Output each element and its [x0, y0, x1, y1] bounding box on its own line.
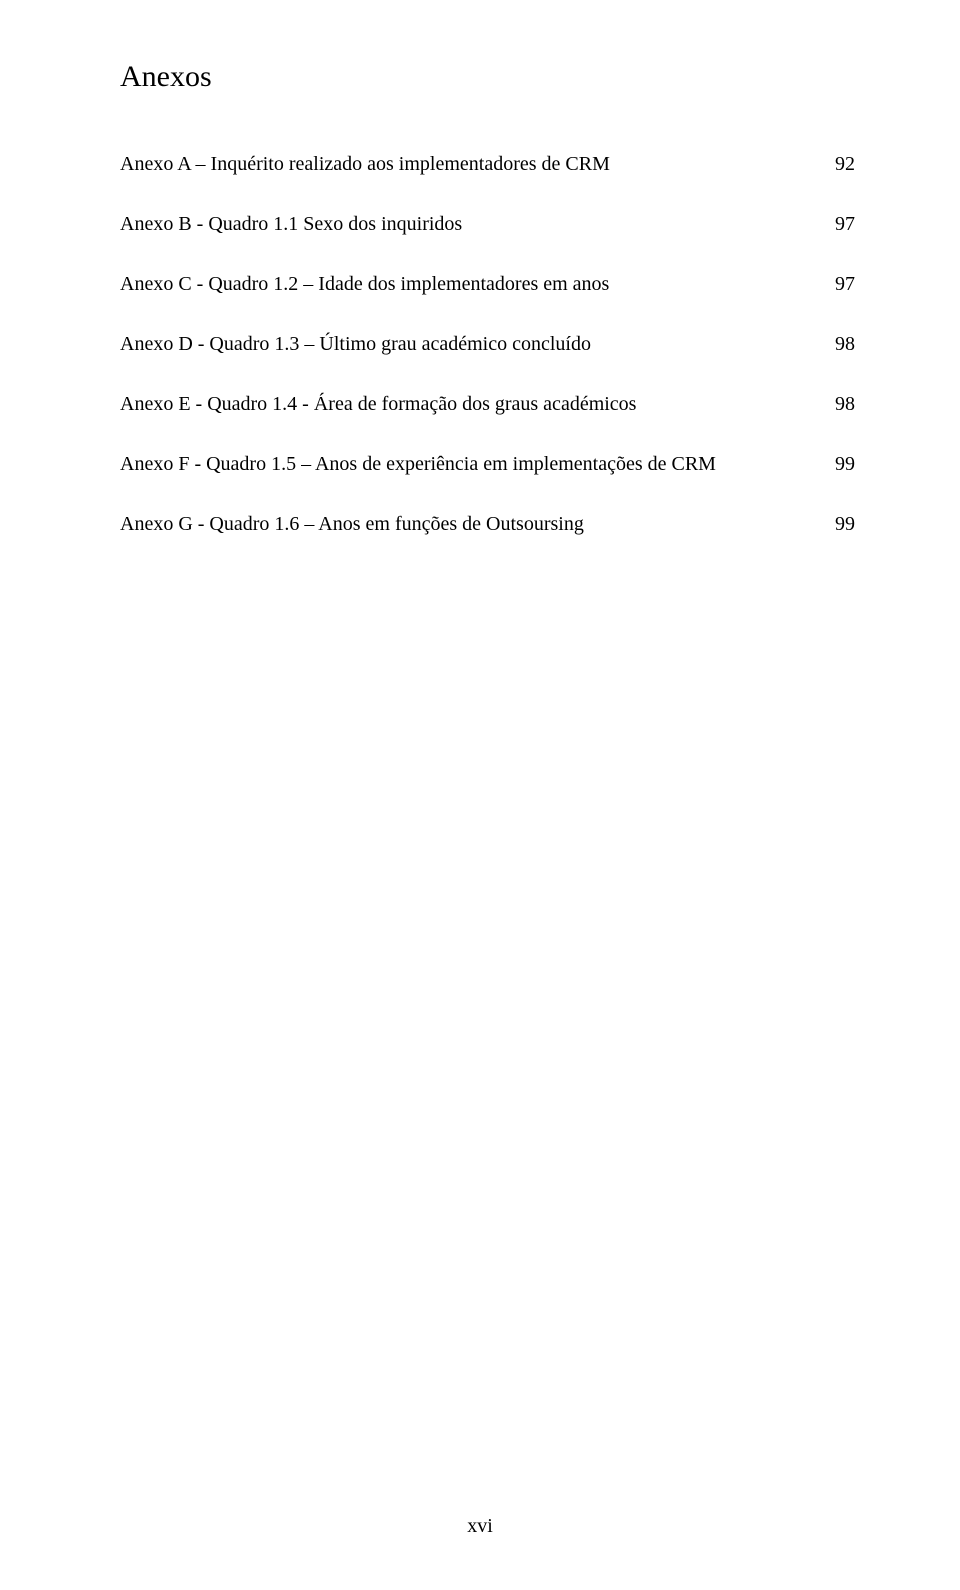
toc-entry-page: 97 — [835, 210, 855, 238]
toc-entry: Anexo G - Quadro 1.6 – Anos em funções d… — [120, 510, 855, 538]
toc-entry-page: 99 — [835, 510, 855, 538]
toc-entry: Anexo B - Quadro 1.1 Sexo dos inquiridos… — [120, 210, 855, 238]
toc-entry-page: 97 — [835, 270, 855, 298]
toc-entry-page: 98 — [835, 330, 855, 358]
toc-entry: Anexo D - Quadro 1.3 – Último grau acadé… — [120, 330, 855, 358]
section-heading: Anexos — [120, 60, 855, 94]
toc-entry-label: Anexo F - Quadro 1.5 – Anos de experiênc… — [120, 450, 716, 478]
toc-entry-label: Anexo A – Inquérito realizado aos implem… — [120, 150, 610, 178]
toc-entry: Anexo A – Inquérito realizado aos implem… — [120, 150, 855, 178]
toc-entry-label: Anexo E - Quadro 1.4 - Área de formação … — [120, 390, 636, 418]
toc-entry: Anexo E - Quadro 1.4 - Área de formação … — [120, 390, 855, 418]
toc-entry-page: 92 — [835, 150, 855, 178]
table-of-contents: Anexo A – Inquérito realizado aos implem… — [120, 150, 855, 538]
document-page: Anexos Anexo A – Inquérito realizado aos… — [0, 0, 960, 1590]
toc-entry-page: 98 — [835, 390, 855, 418]
toc-entry-label: Anexo C - Quadro 1.2 – Idade dos impleme… — [120, 270, 609, 298]
toc-entry-page: 99 — [835, 450, 855, 478]
page-number: xvi — [0, 1515, 960, 1538]
toc-entry-label: Anexo B - Quadro 1.1 Sexo dos inquiridos — [120, 210, 462, 238]
toc-entry: Anexo F - Quadro 1.5 – Anos de experiênc… — [120, 450, 855, 478]
toc-entry-label: Anexo D - Quadro 1.3 – Último grau acadé… — [120, 330, 591, 358]
toc-entry-label: Anexo G - Quadro 1.6 – Anos em funções d… — [120, 510, 584, 538]
toc-entry: Anexo C - Quadro 1.2 – Idade dos impleme… — [120, 270, 855, 298]
